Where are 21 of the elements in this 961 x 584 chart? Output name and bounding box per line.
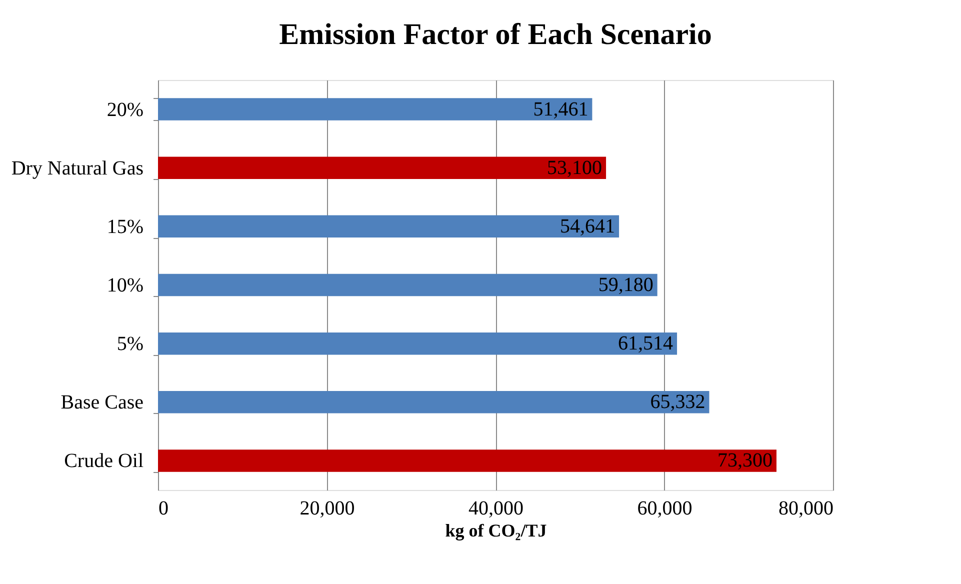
x-tick-label: 80,000	[778, 498, 834, 520]
data-label: 51,461	[533, 98, 588, 120]
x-axis-title: kg of CO₂/TJ	[445, 520, 547, 540]
y-tick-label: 5%	[116, 333, 144, 356]
data-label: 54,641	[560, 215, 616, 238]
y-tick-label: Base Case	[60, 392, 144, 414]
data-label: 73,300	[717, 450, 772, 472]
y-tick-label: Crude Oil	[64, 450, 144, 472]
x-tick-label: 40,000	[468, 498, 524, 520]
x-tick-label: 20,000	[300, 498, 355, 520]
y-tick-label: 20%	[106, 98, 144, 121]
y-tick-label: Dry Natural Gas	[11, 157, 144, 180]
chart-title: Emission Factor of Each Scenario	[279, 18, 712, 51]
data-label: 61,514	[618, 332, 674, 355]
x-tick-label: 0	[158, 498, 168, 520]
y-tick-label: 15%	[106, 216, 144, 238]
data-label: 65,332	[650, 391, 706, 414]
data-label: 59,180	[598, 274, 654, 296]
x-tick-label: 60,000	[637, 498, 692, 520]
data-label: 53,100	[547, 156, 602, 179]
y-tick-label: 10%	[106, 274, 144, 296]
